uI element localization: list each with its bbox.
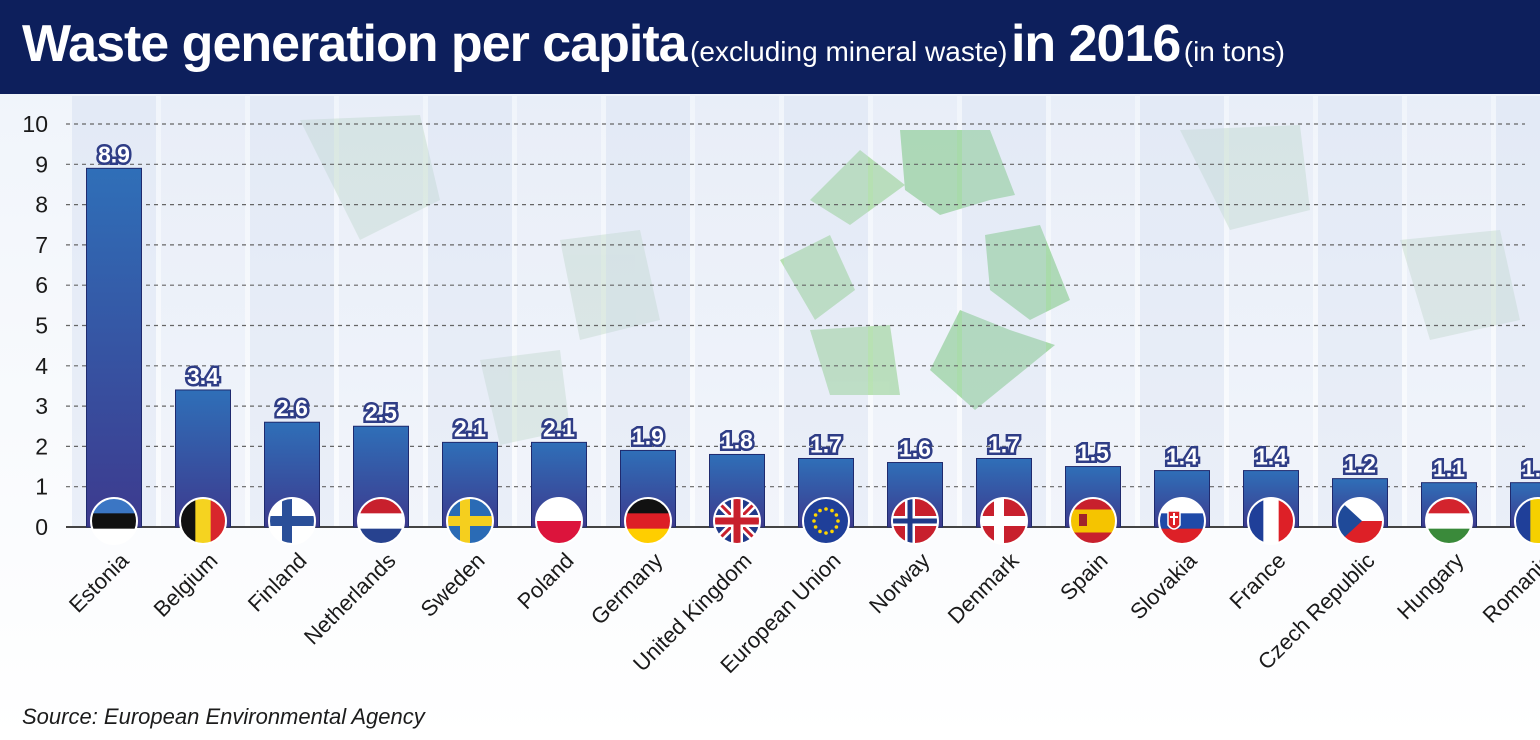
source-note: Source: European Environmental Agency xyxy=(22,704,425,729)
value-label: 1.7 xyxy=(988,431,1020,457)
bar xyxy=(86,167,142,528)
flag-poland-icon xyxy=(535,497,583,545)
category-label: Germany xyxy=(586,548,668,630)
value-label: 1.1 xyxy=(1522,456,1540,482)
flag-hungary-icon xyxy=(1425,497,1473,545)
column-band xyxy=(962,96,1046,528)
y-tick-label: 1 xyxy=(35,474,48,500)
flag-estonia-icon xyxy=(90,497,138,545)
value-label: 1.7 xyxy=(810,431,842,457)
y-tick-label: 3 xyxy=(35,393,48,419)
column-band xyxy=(1051,96,1135,528)
column-band xyxy=(1318,96,1402,528)
value-label: 1.6 xyxy=(899,436,931,462)
y-tick-label: 9 xyxy=(35,151,48,177)
title-main: Waste generation per capita xyxy=(22,15,688,73)
chart-title: Waste generation per capita (excluding m… xyxy=(22,14,1285,74)
y-tick-label: 8 xyxy=(35,192,48,218)
category-label: Poland xyxy=(512,548,578,614)
y-tick-label: 5 xyxy=(35,313,48,339)
category-label: Finland xyxy=(243,548,312,617)
category-label: Spain xyxy=(1055,548,1112,605)
y-axis-ticks: 0 1 2 3 4 5 6 7 8 9 10 xyxy=(22,111,48,540)
column-band xyxy=(873,96,957,528)
flag-finland-icon xyxy=(268,497,316,545)
value-label: 1.2 xyxy=(1344,452,1376,478)
value-label: 2.1 xyxy=(454,415,486,441)
value-label: 1.4 xyxy=(1255,444,1287,470)
category-label: France xyxy=(1224,548,1290,614)
flag-germany-icon xyxy=(624,497,672,545)
recycle-symbol-icon xyxy=(780,130,1070,410)
column-band xyxy=(1407,96,1491,528)
category-label: Belgium xyxy=(149,548,223,622)
value-label: 3.4 xyxy=(187,363,219,389)
flag-united-kingdom-icon xyxy=(713,497,761,545)
category-label: Sweden xyxy=(416,548,490,622)
value-label: 2.6 xyxy=(276,395,308,421)
flags xyxy=(90,497,1540,545)
y-tick-label: 2 xyxy=(35,433,48,459)
column-band xyxy=(1496,96,1540,528)
value-label: 1.1 xyxy=(1433,456,1465,482)
column-band xyxy=(784,96,868,528)
value-labels: 8.9 3.4 2.6 2.5 2.1 2.1 1.9 1.8 1.7 1.6 1.7 1.5 1.4 1… xyxy=(96,139,1540,484)
flag-belgium-icon xyxy=(179,497,227,545)
category-label: Romania xyxy=(1478,547,1540,627)
category-label: Estonia xyxy=(64,547,134,617)
flag-france-icon xyxy=(1247,497,1295,545)
value-label: 1.5 xyxy=(1077,440,1109,466)
value-label: 1.8 xyxy=(721,427,753,453)
y-tick-label: 0 xyxy=(35,514,48,540)
y-tick-label: 6 xyxy=(35,272,48,298)
title-qualifier: (excluding mineral waste) xyxy=(690,36,1008,67)
flag-czech-republic-icon xyxy=(1336,497,1384,545)
title-year: in 2016 xyxy=(1010,15,1181,73)
title-unit: (in tons) xyxy=(1183,36,1285,67)
value-label: 1.9 xyxy=(632,423,664,449)
category-label: Denmark xyxy=(943,547,1024,628)
column-band xyxy=(1140,96,1224,528)
y-tick-label: 4 xyxy=(35,353,48,379)
category-label: Hungary xyxy=(1392,548,1468,624)
category-label: Netherlands xyxy=(299,548,401,650)
value-label: 1.4 xyxy=(1166,444,1198,470)
y-tick-label: 10 xyxy=(22,111,48,137)
value-label: 2.5 xyxy=(365,399,397,425)
flag-romania-icon xyxy=(1514,497,1540,545)
value-label: 2.1 xyxy=(543,415,575,441)
flag-netherlands-icon xyxy=(357,497,405,545)
flag-spain-icon xyxy=(1069,497,1117,545)
category-label: Norway xyxy=(864,548,934,618)
y-tick-label: 7 xyxy=(35,232,48,258)
value-label: 8.9 xyxy=(98,141,130,167)
column-band xyxy=(1229,96,1313,528)
flag-sweden-icon xyxy=(446,497,494,545)
flag-european-union-icon xyxy=(802,497,850,545)
flag-norway-icon xyxy=(891,497,939,545)
category-label: Slovakia xyxy=(1125,547,1202,624)
title-bar: Waste generation per capita (excluding m… xyxy=(0,0,1540,94)
flag-denmark-icon xyxy=(980,497,1028,545)
flag-slovakia-icon xyxy=(1158,497,1206,545)
